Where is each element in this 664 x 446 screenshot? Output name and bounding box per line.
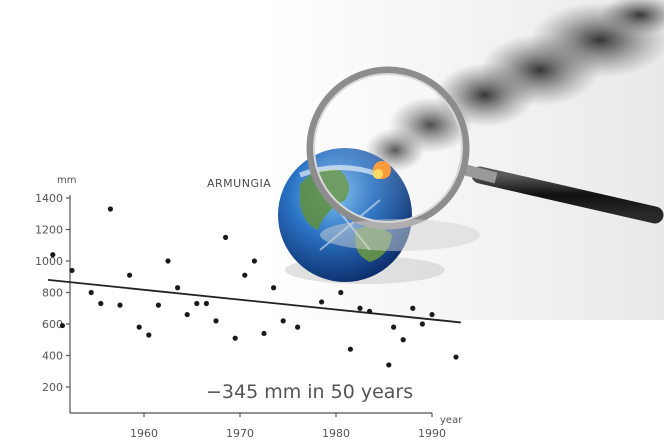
data-point bbox=[136, 324, 142, 330]
x-axis-label: year bbox=[440, 415, 463, 426]
data-point bbox=[242, 272, 248, 278]
data-point bbox=[410, 305, 416, 311]
data-point bbox=[319, 299, 325, 305]
data-point bbox=[338, 289, 344, 296]
data-point bbox=[50, 252, 56, 258]
trend-line bbox=[47, 279, 461, 324]
y-axis-label: mm bbox=[57, 175, 76, 186]
data-point bbox=[386, 362, 392, 368]
data-point bbox=[419, 321, 425, 327]
data-point bbox=[295, 324, 301, 330]
data-point bbox=[127, 272, 133, 278]
data-point bbox=[367, 308, 373, 314]
data-point bbox=[184, 311, 190, 318]
trend-layer bbox=[47, 279, 461, 324]
data-point bbox=[347, 346, 353, 352]
data-point bbox=[280, 318, 286, 324]
data-point bbox=[213, 318, 219, 324]
data-point bbox=[391, 324, 397, 330]
data-point bbox=[251, 258, 257, 264]
x-tick-label: 1980 bbox=[322, 427, 350, 440]
data-point bbox=[88, 289, 94, 296]
y-tick-label: 1200 bbox=[35, 224, 63, 237]
place-label: ARMUNGIA bbox=[207, 177, 271, 190]
data-point bbox=[117, 302, 123, 308]
illustration bbox=[265, 0, 664, 320]
data-point bbox=[194, 300, 200, 307]
data-point bbox=[429, 311, 435, 318]
data-point bbox=[155, 302, 161, 308]
data-point bbox=[69, 267, 75, 274]
x-tick-label: 1970 bbox=[226, 427, 254, 440]
chart-axes: 200 400 600 800 1000 1200 1400 1960 1970 1980 199… bbox=[35, 175, 463, 440]
y-tick-label: 800 bbox=[42, 287, 63, 300]
y-tick-label: 400 bbox=[42, 350, 63, 363]
y-tick-label: 1000 bbox=[35, 255, 63, 268]
data-point bbox=[107, 206, 113, 212]
x-tick-label: 1960 bbox=[130, 427, 158, 440]
data-point bbox=[261, 330, 267, 337]
y-tick-label: 200 bbox=[42, 381, 63, 394]
data-point bbox=[165, 258, 171, 264]
data-point bbox=[232, 335, 238, 341]
data-point bbox=[203, 300, 209, 307]
trend-annotation: −345 mm in 50 years bbox=[206, 381, 413, 403]
y-tick-label: 1400 bbox=[35, 192, 63, 205]
data-point bbox=[453, 354, 459, 360]
data-point bbox=[400, 337, 406, 343]
data-point bbox=[175, 285, 181, 291]
magnifying-glass-icon bbox=[306, 66, 664, 251]
data-point bbox=[59, 322, 65, 329]
data-point bbox=[146, 332, 152, 338]
data-point bbox=[223, 234, 229, 240]
data-points bbox=[50, 206, 459, 368]
data-point bbox=[98, 300, 104, 307]
x-ticks: 1960 1970 1980 1990 bbox=[130, 413, 446, 440]
data-point bbox=[357, 305, 363, 311]
y-tick-label: 600 bbox=[42, 318, 63, 331]
y-ticks: 200 400 600 800 1000 1200 1400 bbox=[35, 192, 70, 394]
data-point bbox=[271, 285, 277, 291]
x-tick-label: 1990 bbox=[418, 427, 446, 440]
